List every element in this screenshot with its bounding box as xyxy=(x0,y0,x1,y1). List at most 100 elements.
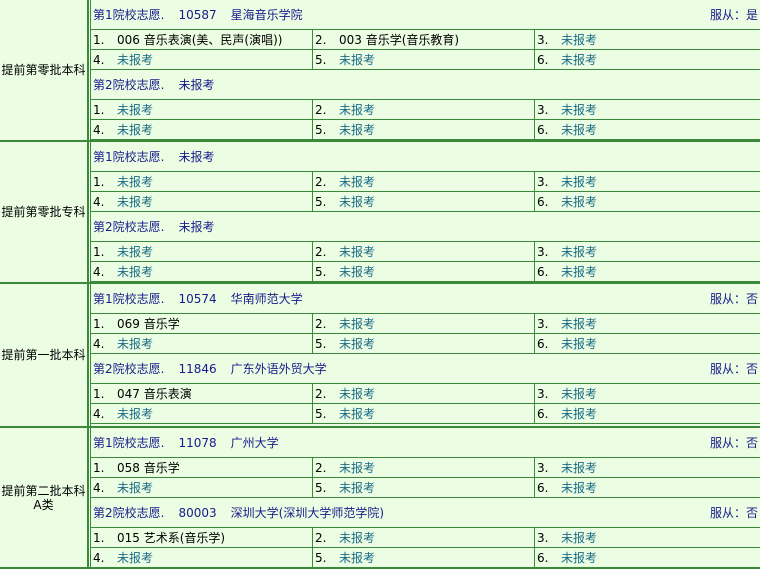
major-cell: 1. 006 音乐表演(美、民声(演唱)) xyxy=(91,30,313,49)
obey-value: 否 xyxy=(745,506,758,520)
choice-title: 第2院校志愿. 未报考 xyxy=(93,76,228,93)
major-number: 6. xyxy=(537,406,549,421)
major-number: 5. xyxy=(315,194,327,209)
major-value: 未报考 xyxy=(561,33,598,47)
major-cell: 6. 未报考 xyxy=(535,120,760,139)
school-name[interactable]: 未报考 xyxy=(178,220,215,234)
school-name[interactable]: 深圳大学(深圳大学师范学院) xyxy=(230,506,385,520)
major-number: 3. xyxy=(537,386,549,401)
batch-section: 提前第一批本科 第1院校志愿. 10574 华南师范大学 服从：否 1. 069 音乐学 2.… xyxy=(0,284,760,428)
major-row: 4. 未报考 5. 未报考 6. 未报考 xyxy=(91,404,760,424)
major-number: 1. xyxy=(93,32,105,47)
major-value: 未报考 xyxy=(561,53,598,67)
major-cell: 1. 未报考 xyxy=(91,242,313,261)
major-cell: 2. 未报考 xyxy=(313,100,535,119)
school-name[interactable]: 未报考 xyxy=(178,150,215,164)
major-cell: 4. 未报考 xyxy=(91,192,313,211)
choice-order: 第1院校志愿. xyxy=(93,292,165,306)
major-row: 4. 未报考 5. 未报考 6. 未报考 xyxy=(91,548,760,568)
major-number: 3. xyxy=(537,102,549,117)
major-cell: 3. 未报考 xyxy=(535,528,760,547)
batch-choices: 第1院校志愿. 10574 华南师范大学 服从：否 1. 069 音乐学 2. 未报考 3. 未报… xyxy=(90,284,760,426)
major-cell: 5. 未报考 xyxy=(313,192,535,211)
major-cell: 5. 未报考 xyxy=(313,548,535,567)
major-value: 未报考 xyxy=(117,123,154,137)
choice-title: 第2院校志愿. 80003 深圳大学(深圳大学师范学院) xyxy=(93,504,398,521)
major-value: 未报考 xyxy=(117,481,154,495)
major-value: 未报考 xyxy=(561,175,598,189)
major-number: 1. xyxy=(93,174,105,189)
major-cell: 6. 未报考 xyxy=(535,50,760,69)
major-cell: 5. 未报考 xyxy=(313,478,535,497)
choice-order: 第1院校志愿. xyxy=(93,150,165,164)
major-value: 未报考 xyxy=(561,195,598,209)
major-cell: 2. 未报考 xyxy=(313,172,535,191)
choice-title: 第1院校志愿. 10587 星海音乐学院 xyxy=(93,6,317,23)
school-name[interactable]: 未报考 xyxy=(178,78,215,92)
major-row: 4. 未报考 5. 未报考 6. 未报考 xyxy=(91,120,760,140)
major-row: 1. 058 音乐学 2. 未报考 3. 未报考 xyxy=(91,458,760,478)
major-value: 未报考 xyxy=(561,551,598,565)
choice-header: 第1院校志愿. 11078 广州大学 服从：否 xyxy=(91,428,760,458)
major-number: 5. xyxy=(315,122,327,137)
major-cell: 3. 未报考 xyxy=(535,314,760,333)
major-number: 2. xyxy=(315,316,327,331)
major-value: 未报考 xyxy=(561,387,598,401)
major-cell: 3. 未报考 xyxy=(535,30,760,49)
major-value: 未报考 xyxy=(117,245,154,259)
major-number: 1. xyxy=(93,102,105,117)
major-cell: 6. 未报考 xyxy=(535,192,760,211)
major-cell: 4. 未报考 xyxy=(91,50,313,69)
major-cell: 4. 未报考 xyxy=(91,548,313,567)
batch-choices: 第1院校志愿. 10587 星海音乐学院 服从：是 1. 006 音乐表演(美、民声(演唱… xyxy=(90,0,760,140)
choice-header: 第2院校志愿. 未报考 xyxy=(91,70,760,100)
choice-header: 第2院校志愿. 11846 广东外语外贸大学 服从：否 xyxy=(91,354,760,384)
school-name[interactable]: 广州大学 xyxy=(230,436,279,450)
batch-section: 提前第零批专科 第1院校志愿. 未报考 1. 未报考 2. 未报考 3. 未报考 4. 未报考 5. 未… xyxy=(0,142,760,284)
major-cell: 5. 未报考 xyxy=(313,50,535,69)
obey-label: 服从： xyxy=(709,506,746,520)
major-number: 2. xyxy=(315,32,327,47)
major-row: 4. 未报考 5. 未报考 6. 未报考 xyxy=(91,334,760,354)
choice-header: 第1院校志愿. 10587 星海音乐学院 服从：是 xyxy=(91,0,760,30)
major-value: 047 音乐表演 xyxy=(117,387,192,401)
batch-section: 提前第零批本科 第1院校志愿. 10587 星海音乐学院 服从：是 1. 006 音乐表演(… xyxy=(0,0,760,142)
major-value: 未报考 xyxy=(339,123,376,137)
major-value: 未报考 xyxy=(561,317,598,331)
major-number: 6. xyxy=(537,480,549,495)
major-number: 2. xyxy=(315,386,327,401)
major-value: 未报考 xyxy=(339,387,376,401)
major-number: 4. xyxy=(93,480,105,495)
major-number: 4. xyxy=(93,264,105,279)
major-number: 2. xyxy=(315,530,327,545)
major-number: 3. xyxy=(537,316,549,331)
major-value: 未报考 xyxy=(117,407,154,421)
choice-header: 第2院校志愿. 未报考 xyxy=(91,212,760,242)
major-row: 1. 015 艺术系(音乐学) 2. 未报考 3. 未报考 xyxy=(91,528,760,548)
major-number: 6. xyxy=(537,550,549,565)
obey-label: 服从： xyxy=(709,436,746,450)
major-number: 1. xyxy=(93,460,105,475)
school-name[interactable]: 星海音乐学院 xyxy=(230,8,303,22)
obey-status: 服从：否 xyxy=(710,360,758,377)
batch-choices: 第1院校志愿. 未报考 1. 未报考 2. 未报考 3. 未报考 4. 未报考 5. 未报考 6. 未报考… xyxy=(90,142,760,282)
choice-header: 第1院校志愿. 未报考 xyxy=(91,142,760,172)
major-cell: 3. 未报考 xyxy=(535,242,760,261)
choice-title: 第1院校志愿. 10574 华南师范大学 xyxy=(93,290,317,307)
major-cell: 1. 047 音乐表演 xyxy=(91,384,313,403)
major-number: 5. xyxy=(315,480,327,495)
school-name[interactable]: 广东外语外贸大学 xyxy=(230,362,327,376)
major-cell: 1. 未报考 xyxy=(91,172,313,191)
major-value: 058 音乐学 xyxy=(117,461,180,475)
major-value: 006 音乐表演(美、民声(演唱)) xyxy=(117,33,283,47)
school-name[interactable]: 华南师范大学 xyxy=(230,292,303,306)
school-code: 11078 xyxy=(178,436,217,450)
major-cell: 1. 069 音乐学 xyxy=(91,314,313,333)
choice-order: 第1院校志愿. xyxy=(93,8,165,22)
major-value: 未报考 xyxy=(561,461,598,475)
major-number: 5. xyxy=(315,406,327,421)
major-cell: 3. 未报考 xyxy=(535,100,760,119)
major-value: 015 艺术系(音乐学) xyxy=(117,531,226,545)
major-cell: 2. 未报考 xyxy=(313,384,535,403)
major-number: 5. xyxy=(315,264,327,279)
